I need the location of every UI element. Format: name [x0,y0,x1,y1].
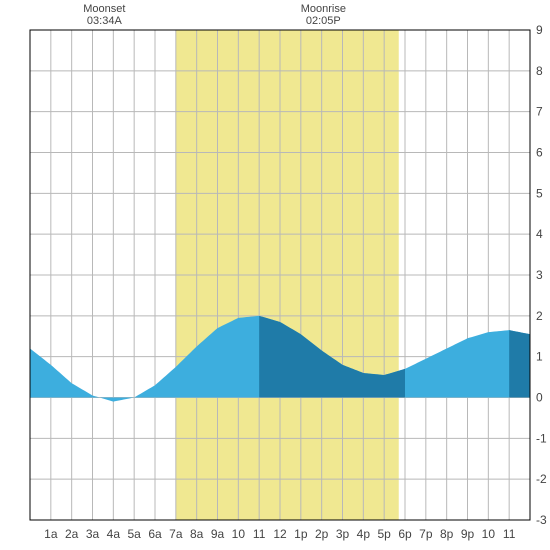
y-tick-label: 7 [536,105,543,119]
x-tick-label: 6a [148,527,162,541]
tide-area-dark-1 [509,330,530,397]
x-tick-label: 10 [482,527,496,541]
x-tick-label: 8p [440,527,454,541]
x-tick-label: 1a [44,527,58,541]
x-tick-label: 4p [357,527,371,541]
x-tick-label: 4a [107,527,121,541]
moonrise-label: Moonrise 02:05P [301,3,346,27]
moonset-label: Moonset 03:34A [83,3,125,27]
y-tick-label: 0 [536,391,543,405]
x-tick-label: 5a [127,527,141,541]
x-tick-label: 3p [336,527,350,541]
x-tick-label: 12 [273,527,287,541]
x-tick-label: 5p [377,527,391,541]
x-tick-label: 10 [232,527,246,541]
moonrise-time: 02:05P [301,15,346,27]
moonset-time: 03:34A [83,15,125,27]
tide-chart: -3-2-101234567891a2a3a4a5a6a7a8a9a101112… [0,0,550,550]
header-moon-labels: Moonset 03:34A Moonrise 02:05P [0,0,550,30]
y-tick-label: -3 [536,513,547,527]
moonset-title: Moonset [83,3,125,15]
y-tick-label: 3 [536,268,543,282]
x-tick-label: 7a [169,527,183,541]
y-tick-label: -1 [536,431,547,445]
x-tick-label: 2a [65,527,79,541]
x-axis-labels: 1a 2a 3a 4a 5a 6a 7a 8a 9a 10 11 12 1p 2p 3p 4p 5p 6p 7p 8p… [44,527,516,541]
y-tick-label: 6 [536,146,543,160]
x-tick-label: 7p [419,527,433,541]
y-tick-label: -2 [536,472,547,486]
y-axis-labels: -3-2-10123456789 [536,23,547,527]
x-tick-label: 8a [190,527,204,541]
moonrise-title: Moonrise [301,3,346,15]
x-tick-label: 11 [253,527,266,541]
x-tick-label: 9p [461,527,475,541]
y-tick-label: 8 [536,64,543,78]
y-tick-label: 2 [536,309,543,323]
x-tick-label: 11 [503,527,516,541]
y-tick-label: 4 [536,227,543,241]
x-tick-label: 3a [86,527,100,541]
x-tick-label: 2p [315,527,329,541]
x-tick-label: 6p [398,527,412,541]
y-tick-label: 1 [536,350,543,364]
y-tick-label: 5 [536,186,543,200]
x-tick-label: 9a [211,527,225,541]
x-tick-label: 1p [294,527,308,541]
